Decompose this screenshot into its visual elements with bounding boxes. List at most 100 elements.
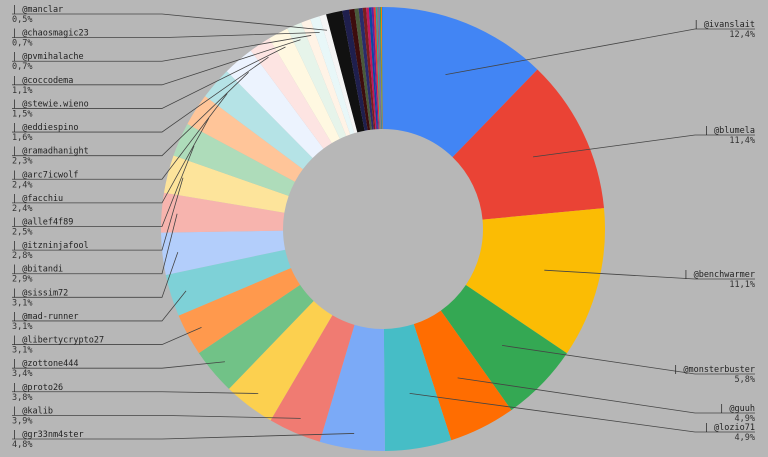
slice-other-10 [375,7,381,130]
leader-pvmihalache [12,35,312,62]
slice-kalib [270,315,355,442]
label-monsterbuster: | @monsterbuster [673,365,755,375]
pct-kalib: 3,9% [12,416,32,426]
leader-monsterbuster [501,345,755,375]
leader-libertycrypto27 [12,327,202,345]
leader-facchiu [12,117,210,204]
slice-facchiu [187,96,303,182]
label-stewie-wieno: | @stewie.wieno [12,99,89,109]
slice-bitandi [161,192,285,233]
slice-mad-runner [165,249,291,316]
label-eddiespino: | @eddiespino [12,123,79,133]
label-manclar: | @manclar [12,5,63,15]
slice-monsterbuster [440,284,567,411]
pct-libertycrypto27: 3,1% [12,346,32,356]
label-itzninjafool: | @itzninjafool [12,241,89,251]
leader-mad-runner [12,290,187,322]
leader-lines-group [12,13,755,440]
slice-other-15 [382,7,383,130]
label-facchiu: | @facchiu [12,194,63,204]
pct-zottone444: 3,4% [12,369,32,379]
pct-manclar: 0,5% [12,15,32,25]
pct-gr33nm4ster: 4,8% [12,440,32,450]
slice-manclar [319,14,358,134]
label-arc7icwolf: | @arc7icwolf [12,170,79,180]
pct-chaosmagic23: 0,7% [12,39,32,49]
leader-chaosmagic23 [12,32,320,39]
slice-other-1 [342,9,368,131]
slice-benchwarmer [465,208,605,354]
leader-guuh [457,377,755,414]
slice-eddiespino [250,38,332,149]
pct-blumela: 11,4% [729,136,755,146]
pct-pvmihalache: 0,7% [12,62,32,72]
pct-eddiespino: 1,6% [12,133,32,143]
label-ramadhanight: | @ramadhanight [12,147,89,157]
slice-other-12 [378,7,382,130]
pct-lozio71: 4,9% [735,433,755,443]
slice-ivanslait [383,7,538,158]
slices-group [161,7,605,451]
label-zottone444: | @zottone444 [12,359,79,369]
slice-chaosmagic23 [310,16,355,135]
label-mad-runner: | @mad-runner [12,312,79,322]
label-libertycrypto27: | @libertycrypto27 [12,336,104,346]
label-pvmihalache: | @pvmihalache [12,52,84,62]
pct-stewie-wieno: 1,5% [12,109,32,119]
slice-blumela [452,69,605,220]
leader-ramadhanight [12,72,249,157]
pct-guuh: 4,9% [735,414,755,424]
leader-proto26 [12,391,259,394]
slice-other-2 [348,8,371,131]
leader-coccodema [12,39,301,86]
leader-lozio71 [409,392,755,433]
slice-itzninjafool [163,155,289,213]
leader-zottone444 [12,361,225,369]
slice-gr33nm4ster [319,324,385,451]
label-coccodema: | @coccodema [12,76,73,86]
label-ivanslait: | @ivanslait [694,20,755,30]
leader-benchwarmer [544,269,755,280]
leader-gr33nm4ster [12,433,355,440]
leader-ivanslait [445,28,755,76]
slice-other-4 [358,7,374,130]
leader-allef4f89 [12,145,195,227]
pct-coccodema: 1,1% [12,86,32,96]
leader-bitandi [12,213,178,275]
label-gr33nm4ster: | @gr33nm4ster [12,430,84,440]
pct-benchwarmer: 11,1% [729,280,755,290]
slice-guuh [413,310,512,441]
slice-pvmihalache [301,19,351,137]
pct-proto26: 3,8% [12,393,32,403]
leader-stewie-wieno [12,46,286,109]
pct-ramadhanight: 2,3% [12,157,32,167]
slice-ramadhanight [226,50,324,158]
slice-other-5 [362,7,376,130]
slice-other-14 [380,7,383,130]
label-lozio71: | @lozio71 [704,423,755,433]
slice-other-11 [377,7,381,130]
leader-itzninjafool [12,177,184,251]
leader-manclar [12,13,328,31]
slice-stewie-wieno [269,28,340,144]
slice-zottone444 [198,284,314,389]
slice-libertycrypto27 [178,268,301,354]
leader-kalib [12,414,301,419]
label-kalib: | @kalib [12,406,53,416]
label-sissim72: | @sissim72 [12,288,68,298]
pct-monsterbuster: 5,8% [735,375,755,385]
pct-facchiu: 2,4% [12,204,32,214]
slice-arc7icwolf [205,71,313,170]
label-benchwarmer: | @benchwarmer [683,270,755,280]
slice-other-6 [366,7,377,130]
slice-sissim72 [161,230,286,275]
slice-coccodema [287,22,347,139]
pct-bitandi: 2,9% [12,275,32,285]
slice-other-13 [379,7,383,130]
pct-arc7icwolf: 2,4% [12,180,32,190]
slice-allef4f89 [173,124,295,196]
slice-lozio71 [383,324,452,451]
